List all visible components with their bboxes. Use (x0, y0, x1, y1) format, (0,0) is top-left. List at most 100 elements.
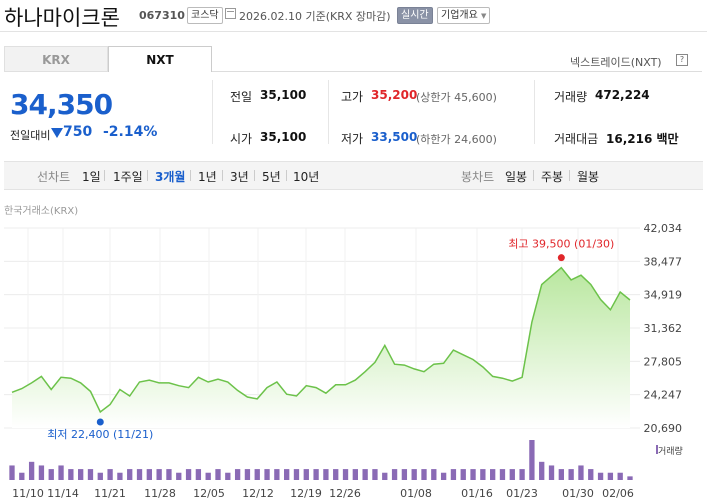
x-tick-label: 12/26 (329, 487, 361, 500)
volume-bar (176, 472, 182, 480)
volume-bar (58, 465, 64, 480)
volume-bar (421, 469, 427, 480)
change-value: 750 (63, 124, 93, 140)
volume-bar (539, 461, 545, 480)
line-chart-button[interactable]: 선차트 (37, 170, 71, 184)
candle-weekly[interactable]: 주봉 (541, 170, 564, 184)
range-1d[interactable]: 1일 (82, 170, 101, 184)
stock-code: 067310 (139, 9, 185, 22)
volume-bar (97, 472, 103, 480)
candle-monthly[interactable]: 월봉 (577, 170, 600, 184)
volume-bar (117, 472, 123, 480)
volume-bar (627, 476, 633, 480)
volume-bar (136, 469, 143, 480)
candle-daily[interactable]: 일봉 (505, 170, 528, 184)
calendar-icon (225, 8, 236, 19)
x-tick-label: 12/19 (290, 487, 322, 500)
range-1w[interactable]: 1주일 (113, 170, 143, 184)
x-tick-label: 01/30 (562, 487, 594, 500)
tab-krx[interactable]: KRX (4, 46, 108, 72)
x-tick-label: 11/21 (94, 487, 126, 500)
volume-bar (342, 469, 349, 480)
period-separator (569, 170, 570, 181)
y-tick-label: 34,919 (644, 289, 683, 302)
range-10y[interactable]: 10년 (293, 170, 320, 184)
high-marker (557, 254, 565, 262)
volume-bar (68, 469, 74, 480)
volume-bar (9, 465, 15, 480)
high-label: 최고 39,500 (01/30) (508, 238, 614, 251)
nextrade-link[interactable]: 넥스트레이드(NXT) (570, 56, 662, 69)
volume-bar (166, 469, 172, 480)
tab-nxt[interactable]: NXT (108, 46, 212, 72)
volume-bar (588, 469, 594, 480)
volume-bar (274, 469, 280, 480)
y-tick-label: 24,247 (644, 389, 683, 402)
market-badge: 코스닥 (187, 7, 223, 24)
company-overview-button[interactable]: 기업개요 ▼ (437, 7, 491, 24)
volume-bar (401, 469, 408, 480)
volume-bar (156, 469, 162, 480)
volume-bar (578, 465, 584, 480)
period-separator (222, 170, 223, 181)
range-1y[interactable]: 1년 (198, 170, 217, 184)
period-separator (286, 170, 287, 181)
volume-bar (558, 469, 564, 480)
chevron-down-icon: ▼ (481, 12, 487, 20)
volume-bar (254, 469, 260, 480)
amount-value: 16,216 백만 (606, 132, 679, 146)
volume-bar (509, 469, 515, 480)
volume-bar (362, 469, 368, 480)
volume-bar (617, 472, 623, 480)
volume-bar (372, 469, 378, 480)
period-separator (533, 170, 534, 181)
company-overview-label: 기업개요 (441, 10, 478, 21)
volume-bar (568, 469, 574, 480)
y-tick-label: 38,477 (644, 255, 683, 268)
low-value: 33,500 (371, 130, 418, 144)
x-tick-label: 01/16 (461, 487, 493, 500)
x-tick-label: 11/10 (12, 487, 44, 500)
live-badge[interactable]: 실시간 (397, 7, 433, 24)
current-price: 34,350 (10, 88, 113, 121)
range-3m[interactable]: 3개월 (155, 170, 186, 184)
stats-divider (212, 80, 213, 144)
open-label: 시가 (230, 132, 253, 146)
period-separator (190, 170, 191, 181)
volume-bar (244, 469, 251, 480)
volume-bar (411, 469, 417, 480)
chart-source: 한국거래소(KRX) (4, 206, 79, 217)
high-value: 35,200 (371, 88, 418, 102)
volume-bar (323, 469, 329, 480)
volume-bar (470, 469, 476, 480)
help-icon[interactable]: ? (676, 54, 688, 66)
stats-divider (328, 80, 329, 144)
volume-bar (313, 469, 319, 480)
period-bar (4, 161, 703, 190)
range-5y[interactable]: 5년 (262, 170, 281, 184)
volume-bar (107, 469, 113, 480)
volume-bar (382, 472, 388, 480)
y-tick-label: 31,362 (644, 322, 683, 335)
volume-bar (480, 469, 486, 480)
volume-value: 472,224 (595, 88, 650, 102)
high-label: 고가 (341, 90, 364, 104)
volume-bar (78, 469, 84, 480)
candle-chart-button[interactable]: 봉차트 (461, 170, 495, 184)
price-area (12, 267, 630, 428)
volume-bar (28, 461, 35, 480)
price-chart[interactable]: 42,034 38,477 34,919 31,362 27,805 24,247 20,6… (0, 222, 707, 503)
x-tick-label: 01/23 (506, 487, 538, 500)
y-tick-label: 20,690 (644, 422, 683, 435)
open-value: 35,100 (260, 130, 307, 144)
volume-bar (19, 472, 25, 480)
volume-bar (391, 469, 398, 480)
volume-bar (490, 469, 496, 480)
volume-bar (352, 469, 358, 480)
period-separator (147, 170, 148, 181)
volume-bar (264, 469, 270, 480)
date-info: 2026.02.10 기준(KRX 장마감) (239, 10, 391, 23)
period-separator (104, 170, 105, 181)
volume-bar (195, 469, 202, 480)
range-3y[interactable]: 3년 (230, 170, 249, 184)
